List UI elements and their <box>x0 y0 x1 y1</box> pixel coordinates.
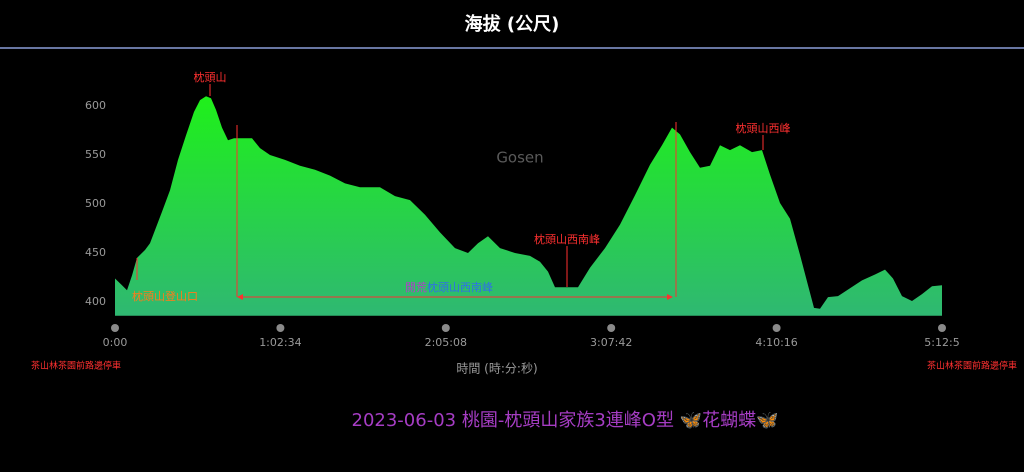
x-tick-dot <box>772 324 781 332</box>
x-tick-dot <box>111 324 119 332</box>
end-note: 茶山林茶園前路邊停車 <box>927 360 1017 372</box>
x-tick-label: 1:02:34 <box>259 336 301 349</box>
watermark: Gosen <box>496 149 543 167</box>
x-tick-label: 5:12:5 <box>924 336 959 349</box>
y-tick-label: 550 <box>85 148 106 161</box>
plot: 400 450 500 550 600 0:00 1:02:34 2:05:08 3:07:42… <box>85 96 960 349</box>
caption: 2023-06-03 桃園-枕頭山家族3連峰O型 🦋花蝴蝶🦋 <box>352 410 779 431</box>
y-tick-label: 450 <box>85 246 106 259</box>
x-tick-label: 4:10:16 <box>755 336 797 349</box>
x-tick-label: 0:00 <box>103 336 128 349</box>
x-tick-label: 3:07:42 <box>590 336 632 349</box>
annotation: 枕頭山西峰 <box>736 121 791 135</box>
annotation: 枕頭山西南峰 <box>427 280 493 294</box>
annotation: 枕頭山 <box>194 70 227 84</box>
start-note: 茶山林茶園前路邊停車 <box>31 360 121 372</box>
annotation: 枕頭山登山口 <box>132 289 198 303</box>
annotation: 開荒 <box>405 281 427 294</box>
y-tick-label: 400 <box>85 295 106 308</box>
chart-title: 海拔 (公尺) <box>465 13 560 35</box>
x-tick-dot <box>607 324 616 332</box>
elevation-area <box>115 96 942 316</box>
x-tick-dot <box>441 324 450 332</box>
x-tick-label: 2:05:08 <box>425 336 467 349</box>
x-axis-label: 時間 (時:分:秒) <box>456 362 537 376</box>
y-tick-label: 600 <box>85 99 106 112</box>
y-tick-label: 500 <box>85 197 106 210</box>
x-tick-dot <box>276 324 285 332</box>
x-tick-dot <box>938 324 946 332</box>
annotation: 枕頭山西南峰 <box>534 232 600 246</box>
